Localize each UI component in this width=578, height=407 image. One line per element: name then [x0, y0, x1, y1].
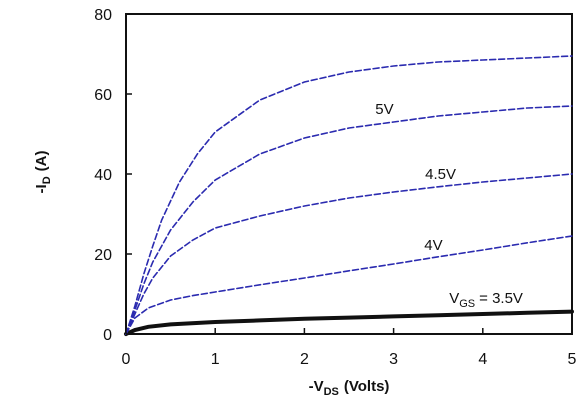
plot-area	[125, 13, 573, 335]
x-axis-title-main: -V	[309, 378, 324, 395]
curve-label-0: VGS = 3.5V	[449, 290, 523, 310]
x-tick-label-0: 0	[122, 351, 131, 368]
series-line-1	[125, 235, 573, 335]
y-tick-label-2: 40	[94, 167, 112, 184]
series-line-4	[125, 55, 573, 335]
x-tick-label-3: 3	[389, 351, 398, 368]
x-tick-label-4: 4	[478, 351, 487, 368]
y-axis-title-main: -I	[33, 184, 50, 193]
curve-label-2: 4.5V	[425, 166, 456, 183]
y-tick-label-0: 0	[103, 327, 112, 344]
series-line-2	[125, 173, 573, 335]
series-line-0	[124, 309, 574, 336]
y-axis-title: -ID (A)	[33, 151, 53, 194]
x-axis-title: -VDS (Volts)	[309, 378, 390, 398]
curve-label-3: 5V	[375, 101, 393, 118]
y-axis-title-unit: (A)	[33, 151, 50, 172]
x-axis-title-sub: DS	[324, 386, 339, 398]
y-tick-label-4: 80	[94, 7, 112, 24]
curve-label-1: 4V	[424, 237, 442, 254]
tick-layer: 0 1 2 3 4 5 0 20 40 60 80	[94, 7, 576, 368]
y-tick-label-3: 60	[94, 87, 112, 104]
vgs-prefix: V	[449, 290, 459, 307]
y-axis-title-sub: D	[41, 176, 53, 184]
x-tick-label-5: 5	[568, 351, 577, 368]
series-line-3	[125, 105, 573, 335]
x-tick-label-1: 1	[211, 351, 220, 368]
label-layer: VGS = 3.5V 4V 4.5V 5V	[375, 101, 523, 310]
x-axis-title-unit: (Volts)	[344, 378, 390, 395]
vgs-subscript: GS	[459, 298, 475, 310]
x-tick-label-2: 2	[300, 351, 309, 368]
y-tick-label-1: 20	[94, 247, 112, 264]
vgs-value: = 3.5V	[479, 290, 523, 307]
plot-frame	[125, 13, 573, 335]
series-layer	[124, 55, 574, 336]
